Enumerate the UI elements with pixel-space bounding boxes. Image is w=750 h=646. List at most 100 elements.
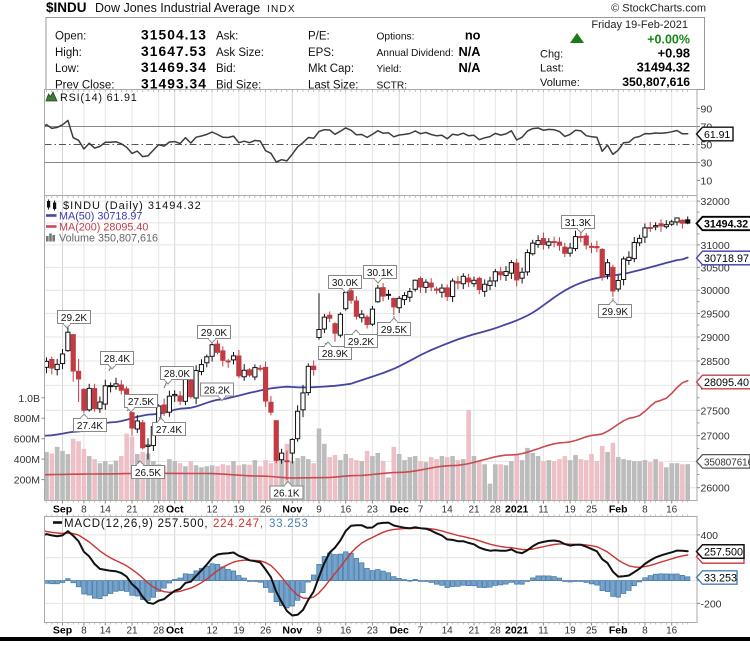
svg-text:Feb: Feb (609, 504, 628, 516)
svg-text:Dec: Dec (390, 625, 409, 637)
svg-text:21: 21 (126, 505, 138, 516)
svg-text:26.1K: 26.1K (273, 488, 299, 499)
svg-text:400: 400 (701, 530, 719, 542)
svg-text:28500: 28500 (701, 356, 730, 368)
svg-text:19: 19 (565, 505, 577, 516)
svg-text:14: 14 (100, 505, 112, 516)
svg-text:14: 14 (442, 505, 454, 516)
svg-text:28.2K: 28.2K (204, 385, 230, 396)
svg-text:29.2K: 29.2K (348, 337, 374, 348)
svg-text:7: 7 (418, 505, 424, 516)
svg-text:200M: 200M (14, 475, 40, 487)
svg-text:Volume:: Volume: (540, 77, 580, 89)
svg-text:Oct: Oct (166, 504, 184, 516)
svg-text:Ask Size:: Ask Size: (216, 47, 264, 59)
svg-text:16: 16 (666, 505, 678, 516)
svg-text:+0.00%: +0.00% (647, 33, 690, 47)
svg-text:28.4K: 28.4K (104, 354, 130, 365)
svg-text:23: 23 (367, 505, 379, 516)
svg-text:12: 12 (207, 505, 219, 516)
svg-text:+0.98: +0.98 (658, 46, 690, 61)
svg-text:11: 11 (538, 505, 549, 516)
svg-text:INDX: INDX (267, 4, 296, 15)
svg-text:7: 7 (418, 626, 424, 637)
svg-text:Ask:: Ask: (216, 31, 238, 43)
svg-text:29.5K: 29.5K (381, 325, 407, 336)
svg-text:29.0K: 29.0K (201, 328, 227, 339)
svg-text:19: 19 (565, 626, 577, 637)
svg-text:350,807,616: 350,807,616 (622, 75, 690, 89)
svg-text:28: 28 (153, 626, 165, 637)
svg-text:31469.34: 31469.34 (141, 60, 207, 75)
svg-text:14: 14 (442, 626, 454, 637)
svg-text:28.0K: 28.0K (164, 369, 190, 380)
svg-text:800M: 800M (14, 413, 40, 425)
svg-text:8: 8 (81, 626, 87, 637)
svg-text:30: 30 (701, 158, 713, 170)
svg-text:32000: 32000 (701, 196, 730, 208)
svg-text:26.5K: 26.5K (135, 468, 161, 479)
svg-text:30.1K: 30.1K (367, 268, 393, 279)
svg-text:28095.40: 28095.40 (704, 377, 749, 389)
svg-text:26000: 26000 (701, 483, 730, 495)
svg-text:$INDU: $INDU (46, 0, 87, 15)
svg-text:High:: High: (55, 47, 82, 59)
svg-text:29000: 29000 (701, 332, 730, 344)
svg-text:Oct: Oct (166, 625, 184, 637)
svg-text:no: no (465, 28, 481, 43)
svg-text:600M: 600M (14, 434, 40, 446)
svg-text:23: 23 (367, 626, 379, 637)
svg-text:28.9K: 28.9K (322, 349, 348, 360)
svg-text:19: 19 (233, 626, 245, 637)
svg-text:8: 8 (642, 626, 648, 637)
svg-text:Mkt Cap:: Mkt Cap: (308, 63, 354, 75)
svg-text:Open:: Open: (55, 31, 86, 43)
svg-text:27500: 27500 (701, 405, 730, 417)
svg-text:Yield:: Yield: (377, 64, 402, 75)
svg-text:21: 21 (468, 626, 480, 637)
svg-text:31494.32: 31494.32 (637, 60, 690, 75)
svg-text:19: 19 (233, 505, 245, 516)
svg-text:26: 26 (260, 626, 272, 637)
svg-text:27000: 27000 (701, 431, 730, 443)
svg-text:EPS:: EPS: (308, 47, 334, 59)
svg-text:8: 8 (642, 505, 648, 516)
svg-text:Chg:: Chg: (540, 49, 563, 61)
svg-text:Dow Jones Industrial Average: Dow Jones Industrial Average (95, 1, 260, 15)
svg-text:N/A: N/A (458, 60, 480, 75)
svg-text:257.500: 257.500 (704, 546, 743, 558)
svg-text:61.91: 61.91 (704, 129, 730, 141)
svg-text:P/E:: P/E: (308, 31, 330, 43)
svg-text:28: 28 (153, 505, 165, 516)
svg-text:Bid:: Bid: (216, 63, 236, 75)
svg-text:RSI(14) 61.91: RSI(14) 61.91 (60, 92, 138, 104)
svg-text:Low:: Low: (55, 63, 79, 75)
svg-text:16: 16 (340, 505, 352, 516)
svg-text:26: 26 (260, 505, 272, 516)
svg-text:8: 8 (81, 505, 87, 516)
svg-text:Friday 19-Feb-2021: Friday 19-Feb-2021 (591, 19, 688, 31)
svg-text:224.247,: 224.247, (213, 518, 264, 530)
svg-text:-200: -200 (701, 598, 722, 610)
svg-text:27.4K: 27.4K (156, 425, 182, 436)
svg-text:N/A: N/A (458, 44, 480, 59)
svg-text:Dec: Dec (390, 504, 409, 516)
svg-text:Annual Dividend:: Annual Dividend: (377, 48, 454, 59)
svg-text:29.9K: 29.9K (602, 307, 628, 318)
svg-text:Options:: Options: (377, 32, 415, 43)
svg-text:Nov: Nov (282, 504, 302, 516)
svg-text:14: 14 (100, 626, 112, 637)
svg-text:29.2K: 29.2K (61, 313, 87, 324)
svg-text:28: 28 (490, 505, 502, 516)
svg-text:29500: 29500 (701, 308, 730, 320)
svg-text:1.0B: 1.0B (18, 393, 40, 405)
svg-text:31647.53: 31647.53 (141, 44, 207, 59)
svg-text:© StockCharts.com: © StockCharts.com (611, 3, 706, 15)
svg-text:25: 25 (586, 505, 598, 516)
svg-text:Feb: Feb (609, 625, 628, 637)
svg-text:21: 21 (468, 505, 480, 516)
svg-text:12: 12 (207, 626, 219, 637)
svg-text:Sep: Sep (53, 625, 72, 637)
svg-text:27.4K: 27.4K (77, 421, 103, 432)
svg-text:2021: 2021 (505, 625, 529, 637)
